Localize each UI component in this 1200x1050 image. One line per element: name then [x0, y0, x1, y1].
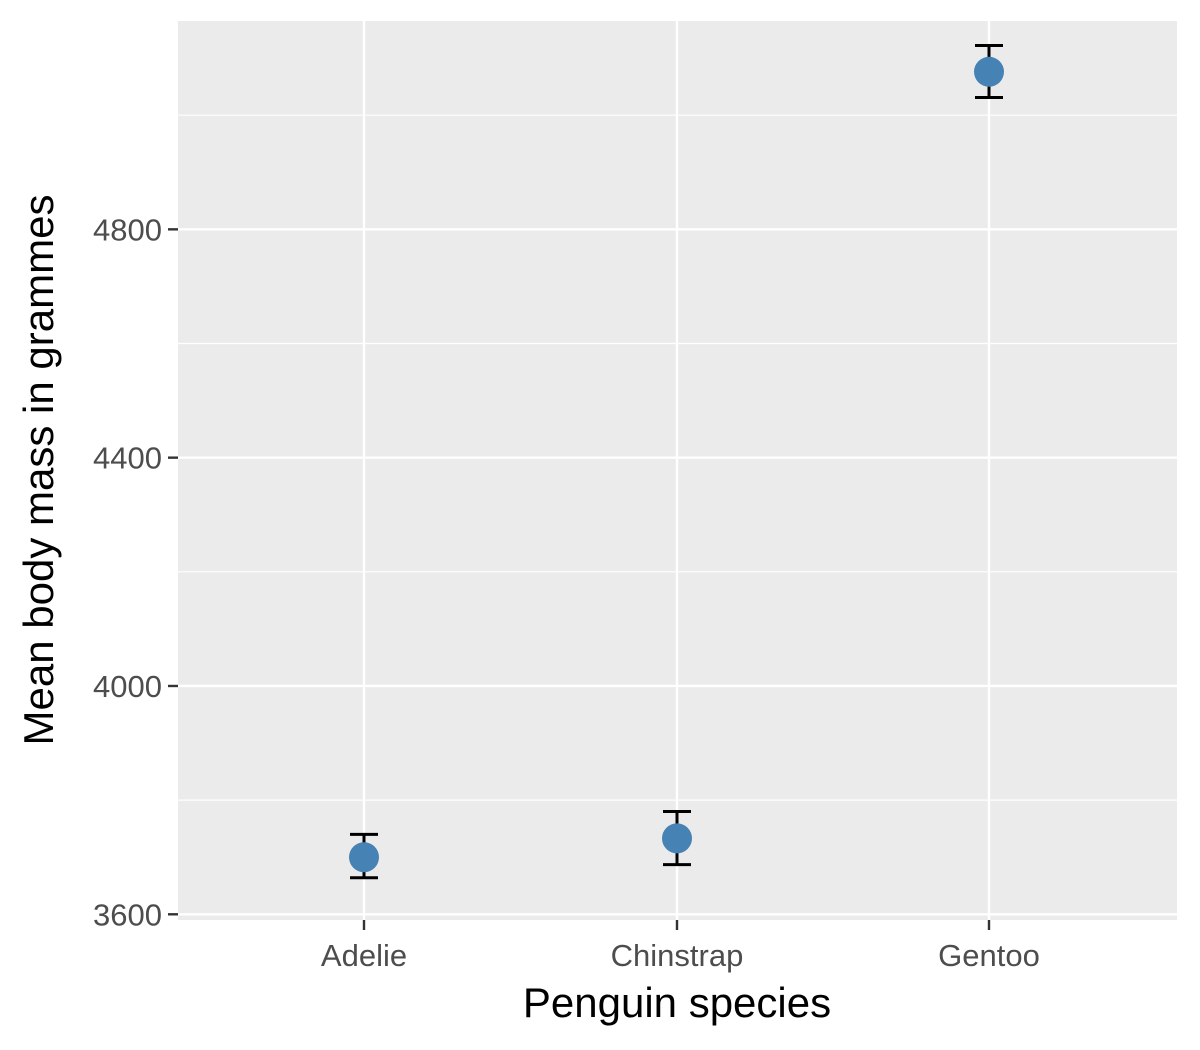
- y-axis-ticks: 3600 4000 4400 4800: [93, 212, 178, 932]
- data-point: [349, 842, 379, 873]
- y-axis-title: Mean body mass in grammes: [15, 195, 62, 746]
- data-points: [349, 56, 1004, 873]
- data-point: [662, 823, 692, 854]
- x-tick-label: Gentoo: [938, 938, 1040, 973]
- y-tick-label: 3600: [93, 897, 162, 932]
- major-gridlines: [178, 21, 1177, 920]
- x-tick-label: Chinstrap: [611, 938, 744, 973]
- x-axis-title: Penguin species: [523, 979, 831, 1026]
- y-tick-label: 4800: [93, 212, 162, 247]
- data-point: [974, 56, 1004, 87]
- x-axis-ticks: Adelie Chinstrap Gentoo: [321, 920, 1040, 973]
- y-tick-label: 4000: [93, 669, 162, 704]
- y-tick-label: 4400: [93, 441, 162, 476]
- x-tick-label: Adelie: [321, 938, 407, 973]
